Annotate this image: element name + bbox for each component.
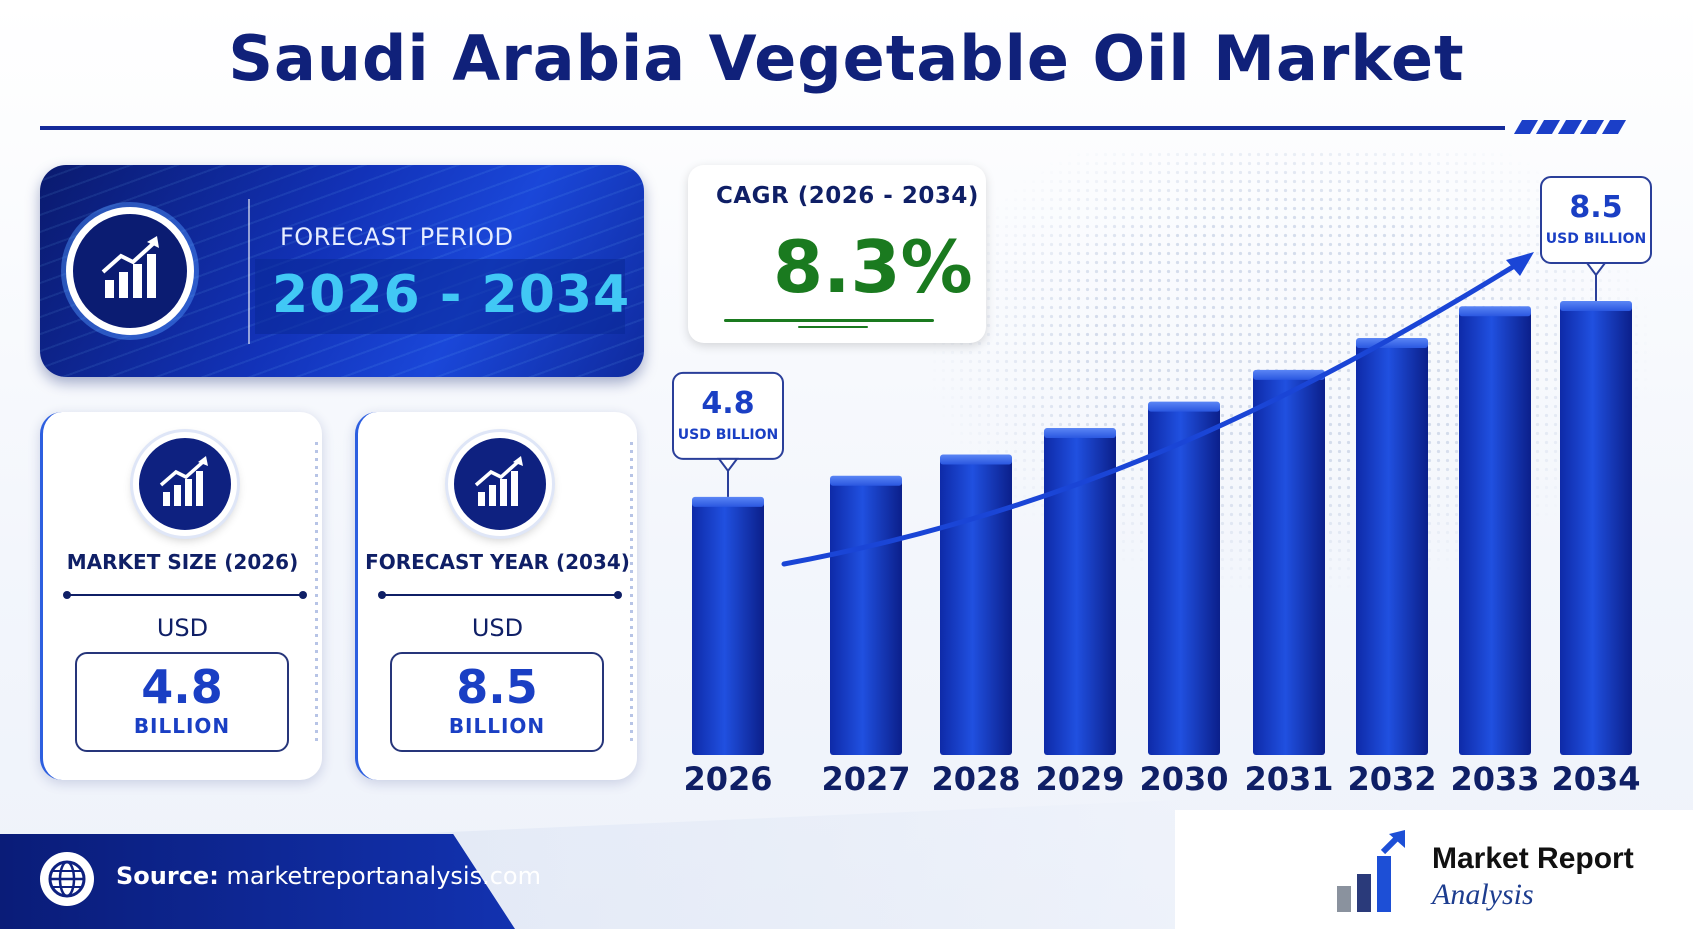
market-size-card: MARKET SIZE (2026) USD 4.8 BILLION: [40, 412, 322, 780]
bar-body: [1356, 342, 1428, 755]
x-tick-label: 2034: [1551, 760, 1640, 798]
x-tick-label: 2026: [683, 760, 772, 798]
bar-cap: [1148, 401, 1220, 412]
forecast-period-value: 2026 - 2034: [272, 265, 631, 325]
value-callout-2026: 4.8 USD BILLION: [672, 371, 784, 497]
market-size-value-box: 4.8 BILLION: [75, 652, 289, 752]
growth-chart-icon: [448, 432, 552, 536]
bar-2026: [692, 496, 764, 755]
title: Saudi Arabia Vegetable Oil Market: [228, 22, 1465, 95]
bar-2027: [830, 475, 902, 755]
market-size-value: 4.8: [141, 660, 223, 714]
x-tick-label: 2027: [821, 760, 910, 798]
bar-body: [830, 479, 902, 755]
trend-arrow-head: [1506, 252, 1534, 276]
bar-body: [692, 500, 764, 755]
forecast-period-label: FORECAST PERIOD: [280, 223, 514, 251]
forecast-period-value-box: [255, 259, 625, 334]
callout-unit: USD BILLION: [678, 427, 779, 443]
market-bar-chart: 2026 2027 2028 2029 2030 2031 2032 2033 2034 4.8 U…: [672, 176, 1652, 798]
x-tick-label: 2029: [1035, 760, 1124, 798]
callout-pointer: [1585, 262, 1607, 277]
x-tick-label: 2028: [931, 760, 1020, 798]
bar-2033: [1459, 306, 1531, 755]
globe-icon: [40, 852, 94, 906]
title-dashes: [1513, 120, 1653, 136]
cagr-value: 8.3%: [773, 225, 973, 309]
forecast-year-currency: USD: [471, 614, 524, 642]
bar-2028: [940, 454, 1012, 755]
bar-body: [1560, 305, 1632, 755]
brand-sub: Analysis: [1432, 878, 1534, 911]
source-link[interactable]: marketreportanalysis.com: [226, 862, 541, 890]
market-size-currency: USD: [156, 614, 209, 642]
bar-body: [1148, 405, 1220, 755]
brand-logo-icon: [1335, 830, 1425, 918]
source-text: Source: marketreportanalysis.com: [116, 862, 541, 890]
x-tick-label: 2033: [1450, 760, 1539, 798]
brand-name: Market Report: [1432, 842, 1634, 875]
growth-chart-icon: [66, 207, 194, 335]
bar-body: [940, 458, 1012, 755]
bar-2032: [1356, 338, 1428, 755]
bar-cap: [1253, 369, 1325, 380]
bar-cap: [1560, 301, 1632, 311]
bar-body: [1253, 373, 1325, 755]
x-tick-label: 2031: [1244, 760, 1333, 798]
callout-unit: USD BILLION: [1546, 231, 1647, 247]
callout-value: 8.5: [1569, 190, 1622, 225]
cagr-card: CAGR (2026 - 2034) 8.3%: [688, 165, 986, 343]
forecast-year-rule: [378, 591, 622, 599]
forecast-year-label: FORECAST YEAR (2034): [365, 550, 630, 574]
bar-cap: [940, 454, 1012, 465]
bar-cap: [692, 496, 764, 507]
forecast-period-card: FORECAST PERIOD 2026 - 2034: [40, 165, 644, 377]
forecast-year-card: FORECAST YEAR (2034) USD 8.5 BILLION: [355, 412, 637, 780]
card-dot-border: [630, 442, 633, 742]
cagr-underline: [724, 319, 934, 322]
growth-chart-icon: [133, 432, 237, 536]
bar-body: [1044, 432, 1116, 755]
forecast-year-value: 8.5: [456, 660, 538, 714]
market-size-label: MARKET SIZE (2026): [66, 550, 299, 574]
card-dot-border: [315, 442, 318, 742]
forecast-year-unit: BILLION: [448, 714, 546, 738]
value-callout-2034: 8.5 USD BILLION: [1540, 176, 1652, 301]
period-divider: [248, 199, 250, 344]
bar-cap: [1044, 428, 1116, 439]
forecast-year-value-box: 8.5 BILLION: [390, 652, 604, 752]
bar-cap: [830, 475, 902, 486]
market-size-rule: [63, 591, 307, 599]
cagr-label: CAGR (2026 - 2034): [716, 183, 979, 209]
bar-2034: [1560, 301, 1632, 755]
callout-pointer: [717, 457, 739, 473]
bar-2031: [1253, 369, 1325, 755]
x-tick-label: 2032: [1347, 760, 1436, 798]
bar-cap: [1459, 306, 1531, 317]
cagr-underline-accent: [798, 326, 868, 328]
source-label: Source:: [116, 862, 219, 890]
trend-arrow: [781, 262, 1519, 567]
bar-2030: [1148, 401, 1220, 755]
bar-body: [1459, 310, 1531, 755]
bar-2029: [1044, 428, 1116, 755]
brand-area: [1175, 810, 1693, 929]
market-size-unit: BILLION: [133, 714, 231, 738]
callout-value: 4.8: [701, 386, 754, 421]
x-tick-label: 2030: [1139, 760, 1228, 798]
title-rule: [40, 126, 1505, 130]
